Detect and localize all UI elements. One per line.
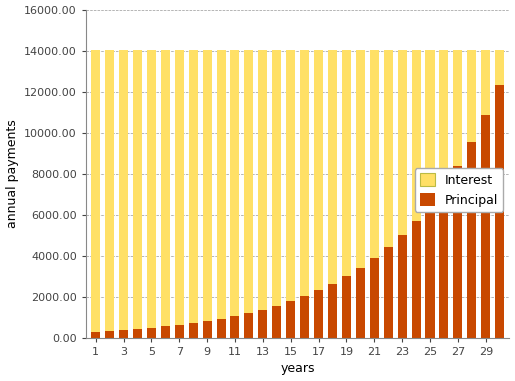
Bar <box>411 221 421 338</box>
Bar <box>175 325 184 338</box>
Bar <box>495 85 504 338</box>
Y-axis label: annual payments: annual payments <box>6 119 19 228</box>
Bar <box>411 50 421 221</box>
Bar <box>245 313 253 338</box>
Bar <box>133 329 142 338</box>
Bar <box>202 321 212 338</box>
Bar <box>147 328 156 338</box>
Bar <box>286 50 295 301</box>
Bar <box>425 50 435 205</box>
Bar <box>161 327 170 338</box>
Bar <box>370 50 379 258</box>
Bar <box>370 258 379 338</box>
Bar <box>216 50 226 319</box>
Bar <box>216 319 226 338</box>
Bar <box>147 50 156 328</box>
Bar <box>453 50 462 166</box>
Legend: Interest, Principal: Interest, Principal <box>415 168 503 212</box>
Bar <box>425 205 435 338</box>
Bar <box>245 50 253 313</box>
Bar <box>314 50 323 290</box>
Bar <box>119 50 128 330</box>
Bar <box>314 290 323 338</box>
Bar <box>439 187 449 338</box>
Bar <box>342 50 351 277</box>
Bar <box>342 277 351 338</box>
Bar <box>453 166 462 338</box>
Bar <box>230 50 239 316</box>
Bar <box>259 309 267 338</box>
Bar <box>161 50 170 327</box>
Bar <box>384 248 393 338</box>
Bar <box>133 50 142 329</box>
X-axis label: years: years <box>280 362 315 375</box>
Bar <box>175 50 184 325</box>
Bar <box>481 115 490 338</box>
Bar <box>328 284 337 338</box>
Bar <box>384 50 393 248</box>
Bar <box>91 50 100 332</box>
Bar <box>467 50 476 142</box>
Bar <box>259 50 267 309</box>
Bar <box>328 50 337 284</box>
Bar <box>300 296 309 338</box>
Bar <box>202 50 212 321</box>
Bar <box>398 235 407 338</box>
Bar <box>356 268 365 338</box>
Bar <box>398 50 407 235</box>
Bar <box>286 301 295 338</box>
Bar <box>495 50 504 85</box>
Bar <box>272 50 281 306</box>
Bar <box>467 142 476 338</box>
Bar <box>105 331 114 338</box>
Bar <box>439 50 449 187</box>
Bar <box>119 330 128 338</box>
Bar <box>481 50 490 115</box>
Bar <box>188 50 198 323</box>
Bar <box>188 323 198 338</box>
Bar <box>230 316 239 338</box>
Bar <box>91 332 100 338</box>
Bar <box>356 50 365 268</box>
Bar <box>300 50 309 296</box>
Bar <box>272 306 281 338</box>
Bar <box>105 50 114 331</box>
